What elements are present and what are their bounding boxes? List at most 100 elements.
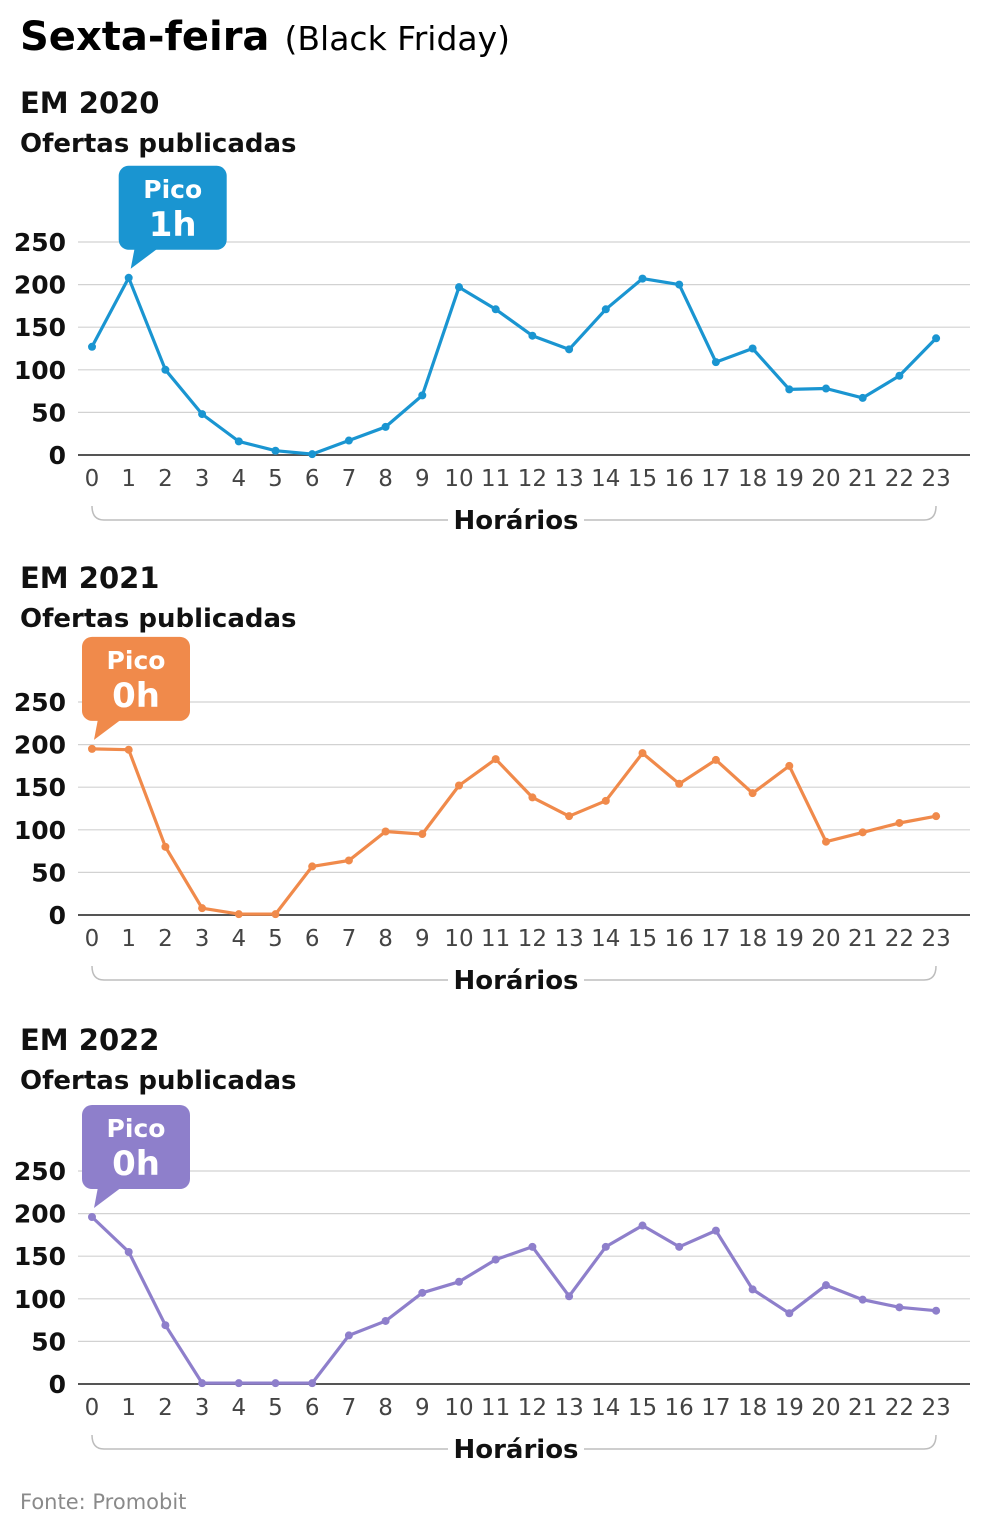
data-point bbox=[381, 827, 390, 836]
x-tick-label: 5 bbox=[268, 1395, 283, 1421]
x-tick-label: 15 bbox=[628, 1395, 657, 1421]
chart-heading: EM 2021 bbox=[20, 561, 159, 595]
data-point bbox=[601, 796, 610, 805]
x-tick-label: 14 bbox=[591, 926, 620, 952]
peak-callout-pointer bbox=[94, 1187, 122, 1209]
title-text: Sexta-feira bbox=[20, 14, 269, 60]
data-point bbox=[455, 1277, 463, 1286]
x-tick-label: 3 bbox=[195, 1395, 210, 1421]
data-point bbox=[418, 391, 427, 400]
x-tick-label: 21 bbox=[848, 1395, 877, 1421]
data-point bbox=[491, 305, 500, 314]
x-tick-label: 4 bbox=[231, 466, 246, 492]
bracket-right bbox=[584, 1434, 937, 1450]
y-tick-label: 250 bbox=[14, 1157, 66, 1186]
y-tick-label: 0 bbox=[49, 1370, 66, 1399]
x-tick-label: 19 bbox=[775, 926, 804, 952]
y-tick-label: 50 bbox=[31, 398, 66, 427]
peak-callout-box bbox=[118, 165, 227, 250]
data-point bbox=[124, 273, 133, 282]
y-tick-label: 100 bbox=[14, 356, 66, 385]
data-point bbox=[895, 818, 904, 827]
x-tick-label: 8 bbox=[378, 466, 393, 492]
y-tick-label: 200 bbox=[14, 271, 66, 300]
peak-label: Pico bbox=[143, 175, 202, 204]
x-tick-label: 22 bbox=[885, 1395, 914, 1421]
data-point bbox=[858, 1295, 867, 1304]
x-tick-label: 11 bbox=[481, 926, 510, 952]
x-tick-label: 15 bbox=[628, 466, 657, 492]
x-tick-label: 10 bbox=[444, 926, 473, 952]
x-tick-label: 13 bbox=[554, 926, 583, 952]
x-tick-label: 0 bbox=[85, 1395, 100, 1421]
data-point bbox=[822, 837, 830, 846]
data-point bbox=[565, 812, 574, 821]
data-point bbox=[895, 1303, 904, 1312]
data-point bbox=[491, 1255, 500, 1264]
x-tick-label: 9 bbox=[415, 1395, 430, 1421]
x-tick-label: 13 bbox=[554, 1395, 583, 1421]
x-tick-label: 17 bbox=[701, 466, 730, 492]
y-tick-label: 50 bbox=[31, 1327, 66, 1356]
data-point bbox=[748, 1285, 757, 1294]
x-tick-label: 6 bbox=[305, 926, 320, 952]
data-point bbox=[675, 779, 684, 788]
y-tick-label: 0 bbox=[49, 441, 66, 470]
x-tick-label: 6 bbox=[305, 1395, 320, 1421]
data-point bbox=[88, 342, 96, 351]
x-tick-label: 6 bbox=[305, 466, 320, 492]
x-tick-label: 5 bbox=[268, 466, 283, 492]
x-tick-label: 7 bbox=[342, 1395, 357, 1421]
data-point bbox=[308, 862, 317, 871]
bracket-left bbox=[91, 505, 448, 521]
data-point bbox=[88, 744, 96, 753]
data-point bbox=[161, 365, 170, 374]
x-tick-label: 4 bbox=[231, 1395, 246, 1421]
x-tick-label: 0 bbox=[85, 926, 100, 952]
data-point bbox=[198, 904, 207, 913]
data-point bbox=[638, 1221, 647, 1230]
peak-callout-box bbox=[82, 1105, 190, 1190]
peak-value: 0h bbox=[112, 1144, 160, 1184]
data-point bbox=[161, 1321, 170, 1330]
peak-value: 0h bbox=[112, 676, 160, 716]
series-line bbox=[90, 276, 938, 456]
data-point bbox=[491, 755, 500, 764]
x-tick-label: 3 bbox=[195, 466, 210, 492]
x-tick-label: 1 bbox=[121, 926, 136, 952]
data-point bbox=[308, 1379, 317, 1388]
data-point bbox=[88, 1213, 96, 1222]
x-tick-label: 20 bbox=[811, 466, 840, 492]
x-tick-label: 17 bbox=[701, 1395, 730, 1421]
x-tick-label: 1 bbox=[121, 466, 136, 492]
y-tick-label: 100 bbox=[14, 816, 66, 845]
data-point bbox=[822, 1281, 830, 1290]
x-tick-label: 17 bbox=[701, 926, 730, 952]
y-tick-label: 100 bbox=[14, 1285, 66, 1314]
data-point bbox=[234, 910, 243, 919]
x-tick-label: 18 bbox=[738, 1395, 767, 1421]
bracket-right bbox=[584, 505, 937, 521]
data-point bbox=[271, 446, 280, 455]
y-tick-label: 150 bbox=[14, 773, 66, 802]
x-tick-label: 8 bbox=[378, 926, 393, 952]
data-point bbox=[198, 410, 207, 419]
data-point bbox=[675, 280, 684, 289]
x-tick-label: 0 bbox=[85, 466, 100, 492]
x-tick-label: 9 bbox=[415, 926, 430, 952]
data-point bbox=[748, 789, 757, 798]
peak-callout-pointer bbox=[94, 718, 122, 740]
y-tick-label: 150 bbox=[14, 313, 66, 342]
data-point bbox=[711, 358, 720, 367]
x-axis-label: Horários bbox=[453, 506, 578, 536]
data-point bbox=[455, 283, 463, 292]
x-tick-label: 5 bbox=[268, 926, 283, 952]
data-point bbox=[418, 1288, 427, 1297]
x-tick-label: 19 bbox=[775, 1395, 804, 1421]
x-tick-label: 16 bbox=[665, 926, 694, 952]
data-point bbox=[124, 745, 133, 754]
y-tick-label: 200 bbox=[14, 731, 66, 760]
data-point bbox=[785, 385, 794, 394]
x-tick-label: 15 bbox=[628, 926, 657, 952]
